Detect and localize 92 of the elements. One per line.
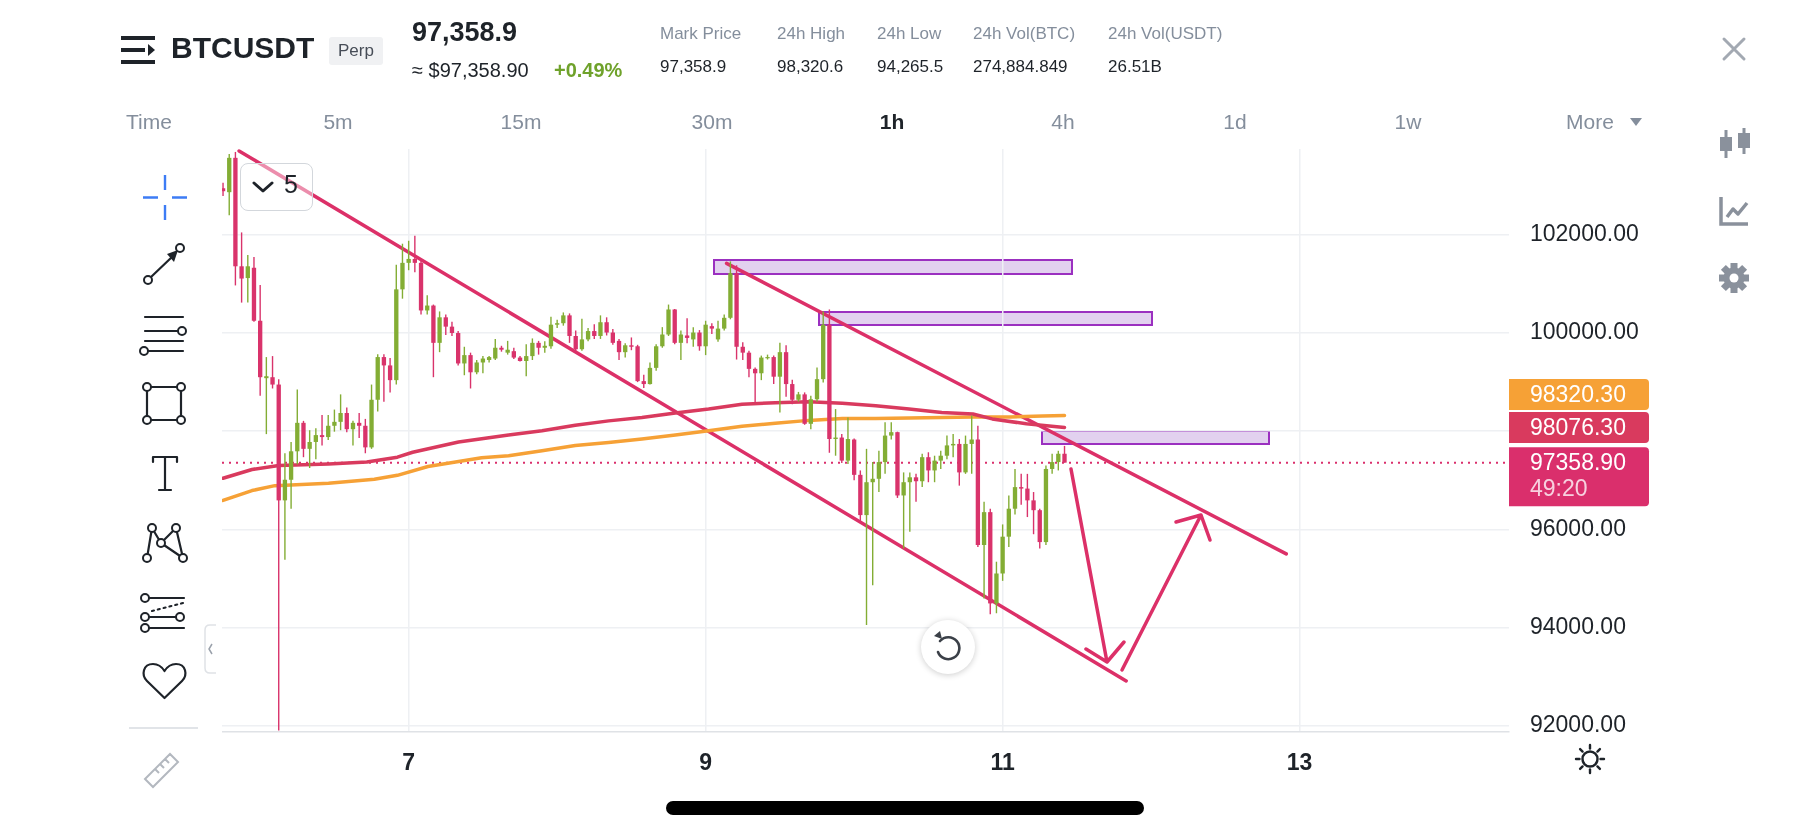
candlestick [771,354,776,385]
candlestick [468,351,473,390]
candlestick [653,343,659,372]
candlestick [264,356,269,435]
candlestick [1049,453,1055,475]
text: 5m [323,110,353,135]
text: +0.49% [554,59,623,82]
candlestick [790,378,795,405]
candlestick [926,451,931,483]
text: 24h Vol(BTC) [973,24,1076,44]
text: 1d [1223,110,1247,135]
candlestick [530,337,535,361]
text: 4h [1051,110,1075,135]
candlestick [845,416,851,465]
candlestick [406,240,411,271]
y-tick-label: 102000.00 [1530,220,1639,247]
annotation: 5 [284,170,298,199]
candlestick [363,418,368,454]
candlestick [876,450,882,493]
text: ≈ $97,358.90 [412,59,529,82]
x-tick-label: 9 [699,749,713,776]
candlestick [313,427,319,460]
text: 1w [1394,110,1422,135]
candlestick [932,455,937,483]
text: 98,320.6 [777,57,844,77]
x-tick-label: 7 [402,749,416,776]
text: 49:20 [1530,475,1588,502]
x-tick-label: 11 [990,749,1015,776]
text: 98076.30 [1530,413,1626,440]
ref-line-label: 97358.90 [1530,448,1626,475]
text: 24h Vol(USDT) [1108,24,1223,44]
candlestick [493,338,498,361]
candlestick [222,182,226,197]
text: More [1566,110,1614,135]
candlestick [282,452,288,561]
y-tick-label: 100000.00 [1530,318,1639,345]
candlestick [357,412,362,439]
candlestick [1025,473,1030,518]
candlestick [567,312,572,344]
candlestick [1031,491,1036,535]
candlestick [901,471,906,550]
candlestick [684,317,690,345]
candlestick [387,357,393,394]
candlestick [462,346,467,376]
y-tick-label: 96000.00 [1530,514,1626,541]
candlestick [814,366,820,403]
candlestick [938,450,943,470]
y-tick-label: 92000.00 [1530,710,1626,737]
candlestick [616,338,622,361]
candlestick [332,408,337,433]
x-tick-label: 13 [1286,749,1313,776]
candlestick [338,393,343,431]
y-tick-label: 94000.00 [1530,612,1626,639]
text: 24h High [777,24,846,44]
candlestick [270,355,275,390]
text: 15m [500,110,542,135]
candlestick [746,349,752,378]
candlestick [573,329,578,354]
text: 97,358.9 [660,57,727,77]
candlestick [604,316,609,337]
candlestick [1012,468,1018,516]
candlestick [579,318,585,352]
text: 26.51B [1108,57,1162,77]
candlestick [524,343,529,377]
candlestick [647,361,653,386]
text: 274,884.849 [973,57,1068,77]
candlestick [913,473,919,503]
candlestick [344,406,349,433]
text: 1h [879,110,905,135]
candlestick [944,434,950,460]
candlestick [907,471,912,533]
candlestick [554,319,560,329]
candlestick [703,320,708,356]
text: 97,358.9 [412,17,518,49]
text: 98320.30 [1530,380,1626,407]
candlestick [1019,473,1024,506]
candlestick [697,329,702,352]
candlestick [709,322,715,335]
candlestick [598,314,603,340]
text: 94,265.5 [877,57,944,77]
chart-title: BTCUSDT [171,31,315,66]
candlestick [326,414,331,441]
candlestick [443,313,448,336]
candlestick [307,429,312,469]
text: 24h Low [877,24,942,44]
candlestick [245,254,250,304]
candlestick [412,235,418,273]
text: Time [126,110,172,135]
candlestick [239,231,244,304]
text: Perp [329,37,383,65]
text: 30m [691,110,733,135]
text: Mark Price [660,24,742,44]
